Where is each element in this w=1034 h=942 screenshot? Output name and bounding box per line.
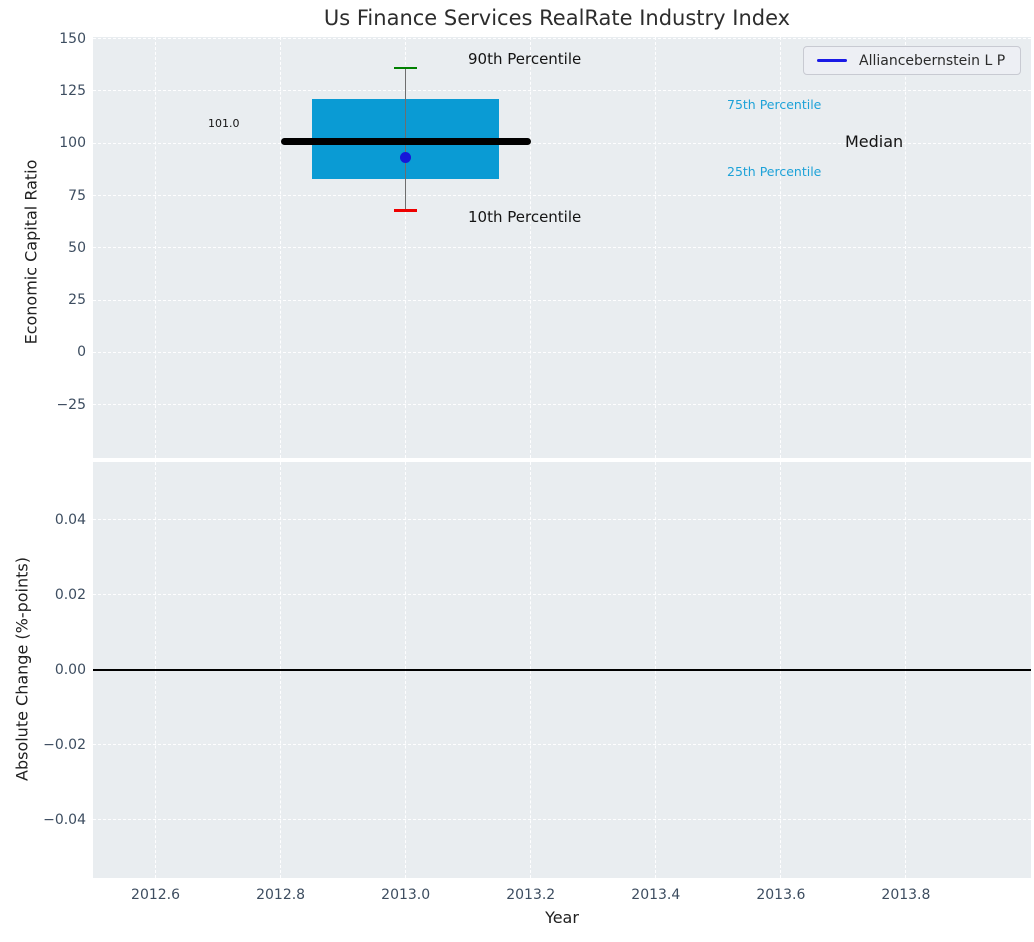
zero-change-line [93, 668, 1031, 671]
annotation-median: Median [845, 132, 904, 151]
y-tick-label: −0.04 [43, 811, 86, 828]
gridline-horizontal [93, 299, 1031, 301]
y-tick-label: 0.00 [54, 661, 86, 678]
y-axis-label-top: Economic Capital Ratio [21, 159, 41, 345]
gridline-horizontal [93, 90, 1031, 92]
gridline-horizontal [93, 142, 1031, 144]
annotation-90th-percentile: 90th Percentile [468, 50, 582, 68]
y-axis-label-bottom: Absolute Change (%-points) [12, 557, 32, 781]
x-tick-label: 2013.4 [631, 887, 681, 903]
x-tick-label: 2013.0 [381, 887, 431, 903]
gridline-horizontal [93, 404, 1031, 406]
y-tick-label: 50 [68, 239, 86, 256]
gridline-horizontal [93, 819, 1031, 821]
x-tick-label: 2013.6 [756, 887, 806, 903]
legend-label: Alliancebernstein L P [859, 52, 1006, 69]
gridline-horizontal [93, 38, 1031, 40]
gridline-horizontal [93, 247, 1031, 249]
boxplot-10th-cap [394, 208, 417, 212]
y-tick-label: −0.02 [43, 736, 86, 753]
legend-line-sample [817, 59, 847, 62]
y-tick-label: 150 [59, 30, 86, 47]
x-tick-label: 2012.8 [256, 887, 306, 903]
y-tick-label: 0.04 [54, 511, 86, 528]
y-tick-label: −25 [56, 396, 86, 413]
x-tick-label: 2013.2 [506, 887, 556, 903]
annotation-75th-percentile: 75th Percentile [727, 97, 822, 112]
y-tick-label: 75 [68, 187, 86, 204]
gridline-horizontal [93, 519, 1031, 521]
annotation-median-value: 101.0 [208, 117, 240, 130]
axes-absolute-change [93, 462, 1031, 878]
legend: Alliancebernstein L P [803, 46, 1021, 75]
annotation-25th-percentile: 25th Percentile [727, 164, 822, 179]
x-tick-label: 2013.8 [881, 887, 931, 903]
gridline-horizontal [93, 744, 1031, 746]
company-marker-dot [400, 151, 412, 163]
y-tick-label: 125 [59, 82, 86, 99]
y-tick-label: 0 [77, 344, 86, 361]
axes-economic-capital-ratio [93, 37, 1031, 458]
y-tick-label: 0.02 [54, 586, 86, 603]
boxplot-median-line [280, 137, 531, 145]
y-tick-label: 25 [68, 292, 86, 309]
y-tick-label: 100 [59, 135, 86, 152]
annotation-10th-percentile: 10th Percentile [468, 208, 582, 226]
boxplot-90th-cap [394, 66, 417, 70]
x-axis-label: Year [545, 908, 579, 927]
gridline-horizontal [93, 594, 1031, 596]
chart-title: Us Finance Services RealRate Industry In… [323, 6, 791, 30]
gridline-horizontal [93, 351, 1031, 353]
gridline-horizontal [93, 195, 1031, 197]
x-tick-label: 2012.6 [131, 887, 181, 903]
